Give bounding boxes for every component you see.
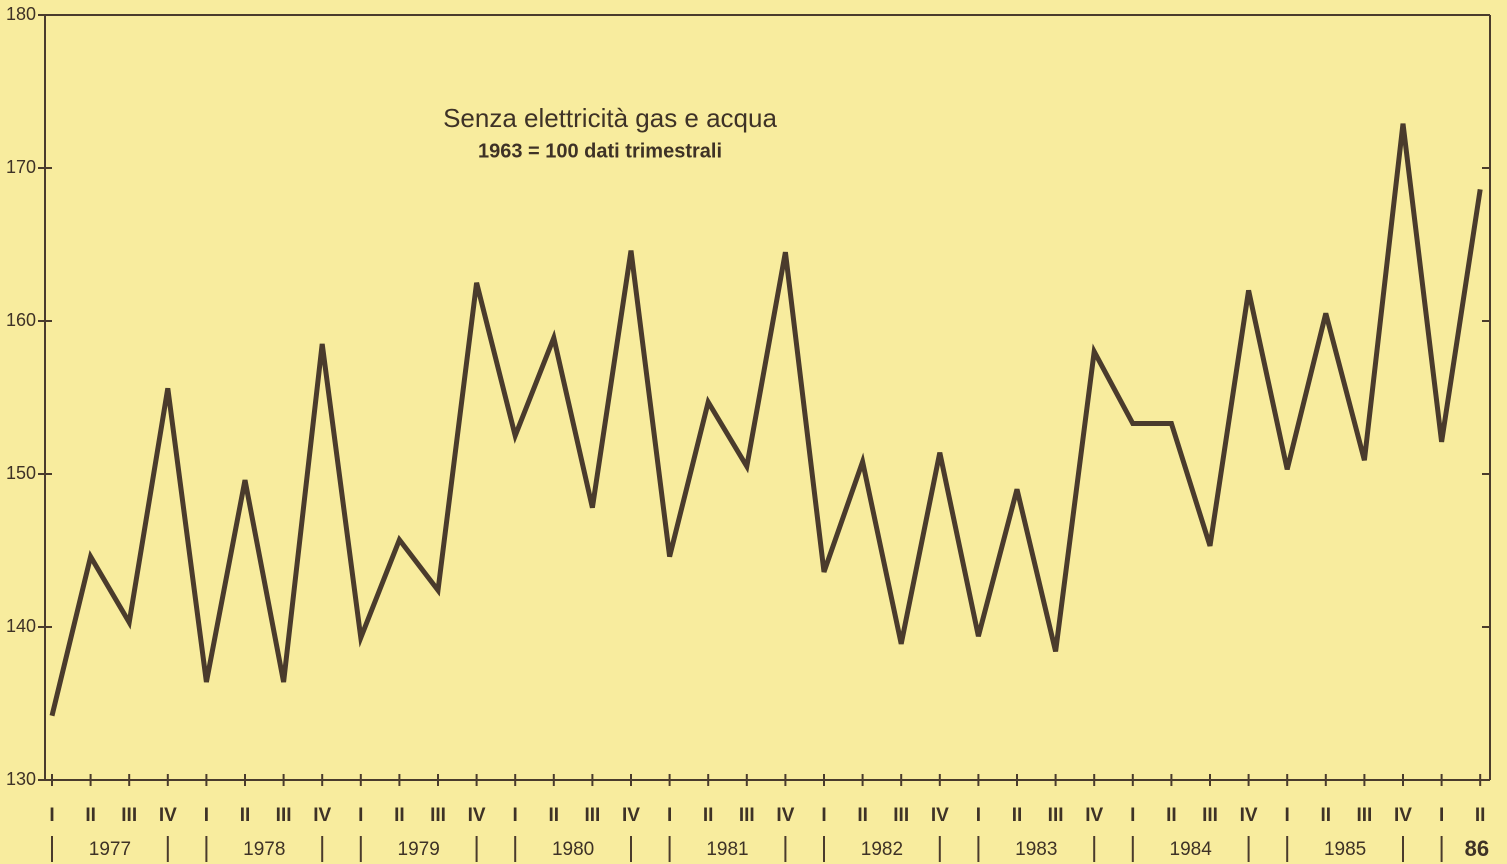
- x-tick-label: III: [1356, 805, 1372, 826]
- x-tick-label: II: [1166, 805, 1177, 826]
- year-label: 1978: [243, 839, 285, 860]
- x-tick-label: I: [513, 805, 518, 826]
- data-line: [49, 123, 1483, 717]
- x-tick-label: IV: [931, 805, 949, 826]
- x-tick-label: I: [1439, 805, 1444, 826]
- x-tick-label: I: [49, 805, 54, 826]
- x-tick-label: II: [857, 805, 868, 826]
- year-label: 1982: [861, 839, 903, 860]
- x-tick-label: II: [1475, 805, 1486, 826]
- x-tick-label: I: [1285, 805, 1290, 826]
- x-tick-label: IV: [468, 805, 486, 826]
- x-tick-label: II: [394, 805, 405, 826]
- y-tick-label: 170: [6, 157, 36, 177]
- x-tick-label: I: [667, 805, 672, 826]
- x-tick-label: II: [703, 805, 714, 826]
- x-tick-label: II: [549, 805, 560, 826]
- x-tick-label: III: [1202, 805, 1218, 826]
- x-tick-label: II: [1012, 805, 1023, 826]
- x-tick-label: II: [1321, 805, 1332, 826]
- x-tick-label: I: [1130, 805, 1135, 826]
- x-tick-label: IV: [1085, 805, 1103, 826]
- x-tick-label: III: [893, 805, 909, 826]
- year-label: 1979: [398, 839, 440, 860]
- x-tick-label: I: [821, 805, 826, 826]
- y-tick-label: 180: [6, 4, 36, 24]
- x-tick-label: IV: [776, 805, 794, 826]
- chart-title: Senza elettricità gas e acqua: [443, 103, 777, 133]
- chart-subtitle: 1963 = 100 dati trimestrali: [478, 140, 722, 162]
- year-label: 86: [1465, 836, 1489, 861]
- x-tick-label: II: [85, 805, 96, 826]
- x-tick-label: IV: [313, 805, 331, 826]
- x-tick-label: III: [1048, 805, 1064, 826]
- year-label: 1980: [552, 839, 594, 860]
- x-tick-label: IV: [622, 805, 640, 826]
- x-tick-label: I: [358, 805, 363, 826]
- x-tick-label: IV: [1394, 805, 1412, 826]
- year-label: 1984: [1170, 839, 1213, 860]
- x-tick-label: III: [276, 805, 292, 826]
- year-label: 1981: [706, 839, 748, 860]
- x-tick-label: IV: [1240, 805, 1258, 826]
- x-tick-label: I: [976, 805, 981, 826]
- x-tick-label: III: [430, 805, 446, 826]
- year-label: 1983: [1015, 839, 1057, 860]
- x-tick-label: I: [204, 805, 209, 826]
- y-tick-label: 160: [6, 310, 36, 330]
- x-tick-label: II: [240, 805, 251, 826]
- x-tick-label: III: [584, 805, 600, 826]
- year-label: 1985: [1324, 839, 1366, 860]
- x-tick-label: III: [121, 805, 137, 826]
- x-tick-label: IV: [159, 805, 177, 826]
- year-label: 1977: [89, 839, 131, 860]
- y-tick-label: 140: [6, 616, 36, 636]
- y-tick-label: 150: [6, 463, 36, 483]
- y-tick-label: 130: [6, 769, 36, 789]
- x-tick-label: III: [739, 805, 755, 826]
